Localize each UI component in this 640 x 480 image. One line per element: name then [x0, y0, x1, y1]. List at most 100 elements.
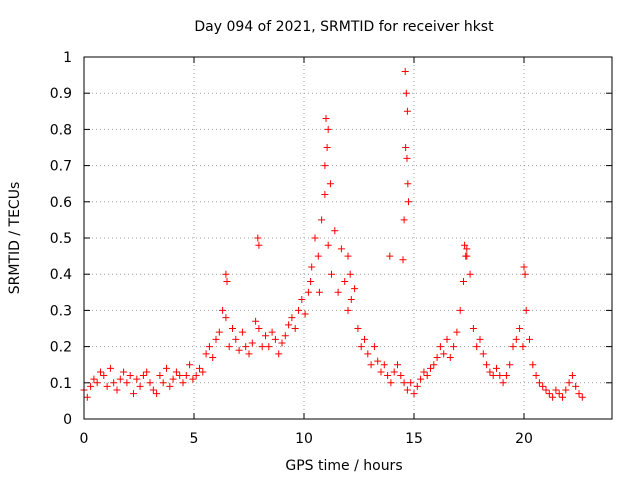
data-point	[532, 372, 540, 380]
y-tick-label: 0	[63, 412, 72, 428]
data-point	[205, 343, 213, 351]
data-point	[113, 386, 121, 394]
data-point	[509, 343, 517, 351]
chart-title: Day 094 of 2021, SRMTID for receiver hks…	[194, 19, 494, 35]
data-point	[417, 375, 425, 383]
data-point	[288, 314, 296, 322]
data-point	[172, 368, 180, 376]
data-point	[116, 375, 124, 383]
data-point	[225, 343, 233, 351]
data-point	[456, 306, 464, 314]
y-tick-label: 0.3	[50, 303, 72, 319]
data-point	[462, 252, 470, 260]
data-point	[308, 263, 316, 271]
data-point	[120, 368, 128, 376]
data-point	[163, 364, 170, 372]
data-point	[575, 390, 583, 398]
data-point	[506, 361, 514, 369]
data-point	[212, 335, 220, 343]
data-point	[90, 375, 98, 383]
y-tick-label: 0.5	[50, 231, 72, 247]
data-point	[136, 382, 144, 390]
data-point	[209, 353, 217, 361]
data-point	[572, 382, 580, 390]
data-point	[295, 306, 302, 314]
data-point	[397, 372, 405, 380]
data-point	[315, 288, 323, 296]
y-tick-labels: 0 0.1 0.2 0.3 0.4 0.5 0.6 0.7 0.8 0.9 1	[50, 50, 72, 428]
data-point	[337, 245, 345, 253]
data-point	[271, 335, 279, 343]
data-point	[248, 339, 256, 347]
data-point	[413, 382, 421, 390]
data-point	[159, 379, 167, 387]
data-point	[394, 361, 401, 369]
data-point	[354, 325, 362, 332]
data-point	[254, 234, 262, 242]
data-point	[386, 252, 394, 260]
data-point	[255, 241, 263, 249]
data-point	[370, 343, 378, 351]
data-point	[146, 379, 154, 387]
data-point	[196, 364, 203, 372]
data-point	[420, 368, 428, 376]
y-tick-label: 0.1	[50, 376, 72, 392]
data-point	[133, 375, 141, 383]
x-tick-label: 10	[295, 431, 313, 447]
data-point	[436, 343, 444, 351]
data-point	[202, 350, 210, 358]
data-point	[486, 368, 494, 376]
data-point	[476, 335, 484, 343]
data-point	[83, 393, 91, 401]
data-point	[238, 328, 246, 336]
grid-lines	[84, 57, 612, 419]
data-point	[341, 277, 349, 285]
y-tick-label: 0.2	[50, 340, 72, 356]
data-point	[331, 227, 339, 235]
data-point	[493, 364, 500, 372]
data-point	[542, 386, 550, 394]
plot-frame	[83, 56, 613, 420]
data-point	[186, 361, 194, 369]
data-point	[326, 180, 334, 188]
data-point	[423, 372, 431, 380]
data-point	[192, 372, 200, 380]
data-point	[123, 379, 131, 387]
data-point	[433, 353, 441, 361]
data-point	[555, 390, 563, 398]
data-point	[496, 372, 504, 380]
data-point	[460, 277, 467, 285]
data-point	[521, 270, 529, 278]
data-point	[268, 328, 276, 336]
x-tick-label: 0	[80, 431, 89, 447]
y-tick-label: 0.7	[50, 159, 72, 175]
data-point	[519, 343, 527, 351]
data-point	[215, 328, 223, 336]
data-point	[199, 368, 207, 376]
data-point	[403, 386, 411, 394]
data-point	[402, 144, 410, 151]
data-point	[106, 364, 114, 372]
data-point	[189, 375, 197, 383]
data-point	[443, 335, 451, 343]
data-point	[502, 372, 510, 380]
data-point	[252, 317, 260, 325]
data-point	[344, 306, 352, 314]
data-point	[479, 350, 487, 358]
data-point	[404, 180, 412, 188]
data-point	[87, 382, 95, 390]
data-point	[400, 216, 408, 224]
data-point	[334, 288, 342, 296]
data-point	[328, 270, 335, 278]
data-point	[307, 277, 315, 285]
data-point	[520, 263, 528, 271]
x-tick-label: 20	[515, 431, 533, 447]
data-point	[565, 379, 573, 387]
data-point	[463, 245, 471, 253]
data-point	[143, 368, 151, 376]
data-point	[149, 386, 157, 394]
data-point	[562, 386, 570, 394]
data-point	[219, 306, 227, 314]
y-tick-label: 0.6	[50, 195, 72, 211]
